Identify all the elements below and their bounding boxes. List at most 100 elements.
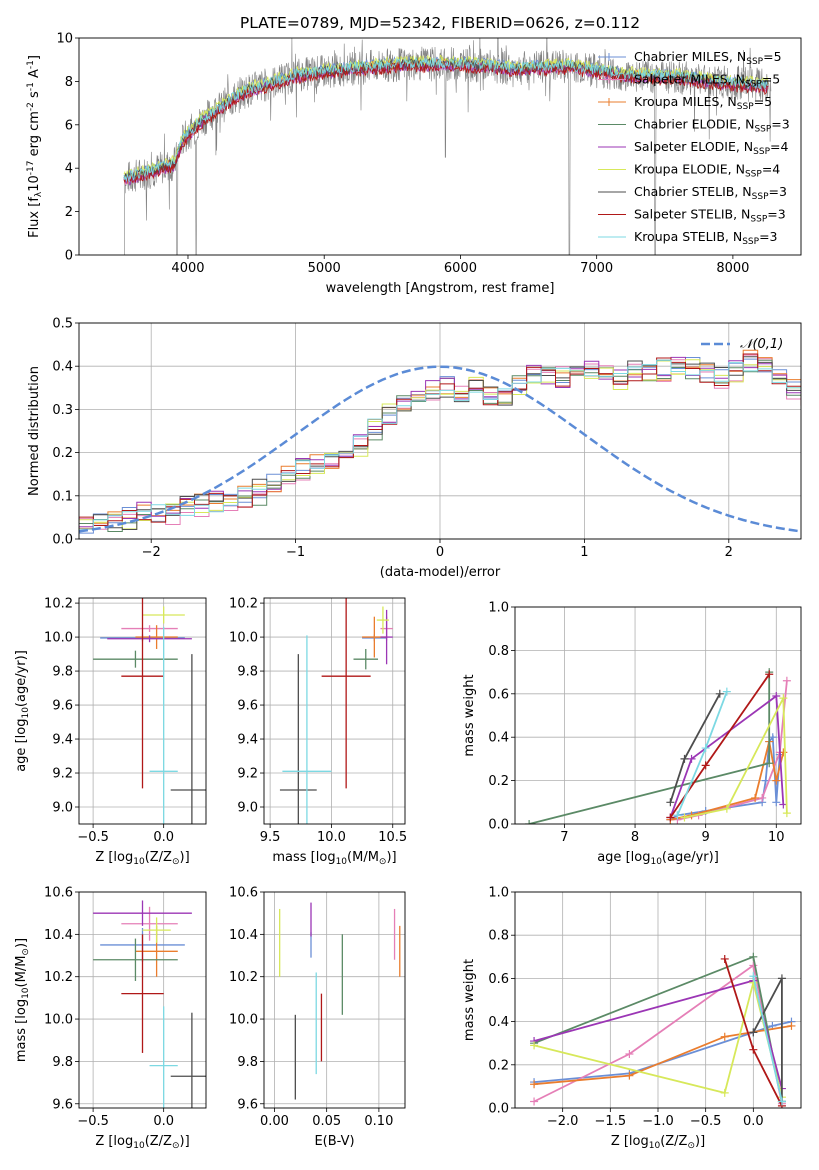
weight-marker bbox=[722, 687, 731, 696]
errorbar-point-4 bbox=[93, 938, 178, 981]
y-tick-label: 9.0 bbox=[52, 801, 73, 816]
weight-line-6 bbox=[684, 697, 788, 819]
x-tick-label: 9 bbox=[702, 830, 710, 845]
weight-marker bbox=[749, 1028, 758, 1037]
y-tick-label: 9.8 bbox=[237, 1055, 258, 1070]
y-tick-label: 10 bbox=[56, 32, 73, 47]
y-tick-label: 1.0 bbox=[488, 601, 509, 616]
y-tick-label: 10.0 bbox=[229, 631, 258, 646]
y-tick-label: 0.2 bbox=[488, 774, 509, 789]
y-axis-label: Normed distribution bbox=[27, 366, 42, 496]
x-axis-label: mass [log10​(M/M⊙​)] bbox=[272, 850, 396, 867]
panel-residuals: −2 −1 0 1 2 0.0 0.1 0.2 0.3 0.4 0.5 (data-model)/er… bbox=[27, 317, 802, 580]
x-tick-label: −0.5 bbox=[77, 830, 109, 845]
y-tick-label: 0.0 bbox=[52, 533, 73, 548]
x-tick-label: 8 bbox=[631, 830, 639, 845]
x-tick-label: 0.00 bbox=[260, 1114, 289, 1129]
x-tick-label: 0.0 bbox=[153, 1114, 174, 1129]
legend-label-2: Salpeter MILES, NSSP​=5 bbox=[634, 72, 780, 90]
panel-weight-vs-age: 7 8 9 10 0.0 0.2 0.4 0.6 0.8 1.0 age [log10​(age/y… bbox=[462, 601, 802, 868]
axes-frame bbox=[78, 597, 207, 825]
x-tick-label: 0.0 bbox=[153, 830, 174, 845]
spectrum-legend: Chabrier MILES, NSSP​=5 Salpeter MILES, N… bbox=[598, 49, 790, 247]
errorbar-point-5 bbox=[107, 635, 192, 643]
x-tick-label: 8000 bbox=[716, 261, 749, 276]
errorbar-point-8 bbox=[121, 934, 164, 1053]
normal-reference-curve bbox=[79, 365, 801, 533]
gridlines bbox=[264, 598, 405, 824]
x-tick-label: −0.5 bbox=[690, 1114, 722, 1129]
legend-label-9: Kroupa STELIB, NSSP​=3 bbox=[634, 229, 778, 247]
weight-marker bbox=[530, 1097, 539, 1106]
y-tick-label: 0.0 bbox=[488, 1102, 509, 1117]
axes-frame bbox=[263, 597, 406, 825]
plot-area bbox=[123, 38, 772, 255]
weight-marker bbox=[782, 809, 791, 818]
legend-label-7: Chabrier STELIB, NSSP​=3 bbox=[634, 184, 787, 202]
y-axis-label: mass weight bbox=[462, 959, 477, 1041]
y-tick-label: 0.3 bbox=[52, 403, 73, 418]
y-tick-label: 9.4 bbox=[52, 733, 73, 748]
x-tick-label: −2 bbox=[142, 545, 161, 560]
errorbar-point-7 bbox=[279, 654, 317, 824]
legend-label-normal: 𝒩(0,1) bbox=[740, 337, 783, 352]
axes-ticks: 4000 5000 6000 7000 8000 0 2 4 6 8 10 wavelength [A… bbox=[26, 32, 749, 297]
x-tick-label: 10 bbox=[768, 830, 785, 845]
panel-weight-vs-Z: −2.0 −1.5 −1.0 −0.5 0.0 0.0 0.2 0.4 0.6 0.8 1.0 Z [… bbox=[462, 886, 802, 1151]
plot-area bbox=[279, 902, 401, 1100]
y-tick-label: 0.4 bbox=[52, 360, 73, 375]
histogram-series-5 bbox=[79, 356, 801, 539]
y-tick-label: 9.4 bbox=[237, 733, 258, 748]
plot-area bbox=[79, 349, 801, 539]
weight-marker bbox=[765, 670, 774, 679]
y-tick-label: 0.4 bbox=[488, 731, 509, 746]
weight-marker bbox=[625, 1071, 634, 1080]
y-tick-label: 0.4 bbox=[488, 1015, 509, 1030]
weight-marker bbox=[749, 972, 758, 981]
x-tick-label: 9.5 bbox=[260, 830, 281, 845]
y-tick-label: 0 bbox=[65, 249, 73, 264]
x-tick-label: 6000 bbox=[444, 261, 477, 276]
y-axis-label: age [log10​(age/yr)] bbox=[14, 650, 31, 772]
weight-marker bbox=[722, 804, 731, 813]
x-axis-label: wavelength [Angstrom, rest frame] bbox=[326, 281, 555, 296]
x-tick-label: 0 bbox=[436, 545, 444, 560]
y-tick-label: 0.2 bbox=[52, 446, 73, 461]
plot-area bbox=[525, 668, 791, 824]
y-tick-label: 10.0 bbox=[229, 1013, 258, 1028]
weight-marker bbox=[530, 1041, 539, 1050]
y-tick-label: 9.6 bbox=[52, 1097, 73, 1112]
weight-marker bbox=[720, 954, 729, 963]
figure-title: PLATE=0789, MJD=52342, FIBERID=0626, z=0… bbox=[240, 14, 640, 32]
y-tick-label: 10.2 bbox=[44, 597, 73, 612]
weight-marker bbox=[758, 793, 767, 802]
gridlines bbox=[264, 891, 405, 1108]
y-axis-label: Flux [fλ​10-17​ erg cm-2​ s-1​ A-1​] bbox=[26, 55, 44, 238]
y-axis-label: mass [log10​(M/M⊙​)] bbox=[14, 938, 31, 1062]
axes-ticks: −0.5 0.0 9.6 9.8 10.0 10.2 10.4 10.6 Z [log10​(Z… bbox=[14, 886, 190, 1152]
axes-ticks: 7 8 9 10 0.0 0.2 0.4 0.6 0.8 1.0 age [log10​(age/y… bbox=[462, 601, 785, 868]
y-tick-label: 9.2 bbox=[237, 767, 258, 782]
y-tick-label: 0.2 bbox=[488, 1058, 509, 1073]
weight-marker bbox=[782, 676, 791, 685]
weight-marker bbox=[701, 744, 710, 753]
x-tick-label: 7 bbox=[560, 830, 568, 845]
weight-line-5 bbox=[669, 694, 785, 818]
errorbar-point-6 bbox=[376, 606, 390, 634]
x-tick-label: −2.0 bbox=[547, 1114, 579, 1129]
y-tick-label: 6 bbox=[65, 118, 73, 133]
weight-marker bbox=[687, 754, 696, 763]
x-tick-label: 2 bbox=[725, 545, 733, 560]
x-axis-label: Z [log10​(Z/Z⊙​)] bbox=[95, 850, 189, 867]
weight-marker bbox=[779, 694, 788, 703]
weight-line-9 bbox=[752, 975, 783, 1102]
errorbar-point-7 bbox=[170, 654, 206, 824]
legend-label-6: Kroupa ELODIE, NSSP​=4 bbox=[634, 162, 780, 180]
x-tick-label: 1 bbox=[580, 545, 588, 560]
y-tick-label: 0.6 bbox=[488, 972, 509, 987]
weight-marker bbox=[666, 813, 675, 822]
model-spectrum-9 bbox=[123, 56, 769, 182]
legend-label-5: Salpeter ELODIE, NSSP​=4 bbox=[634, 139, 789, 157]
axes-ticks: 0.00 0.05 0.10 9.6 9.8 10.0 10.2 10.4 10.6 E(B-V) bbox=[229, 886, 393, 1150]
panel-mass-vs-Z: −0.5 0.0 9.6 9.8 10.0 10.2 10.4 10.6 Z [log10​(Z… bbox=[14, 886, 207, 1152]
